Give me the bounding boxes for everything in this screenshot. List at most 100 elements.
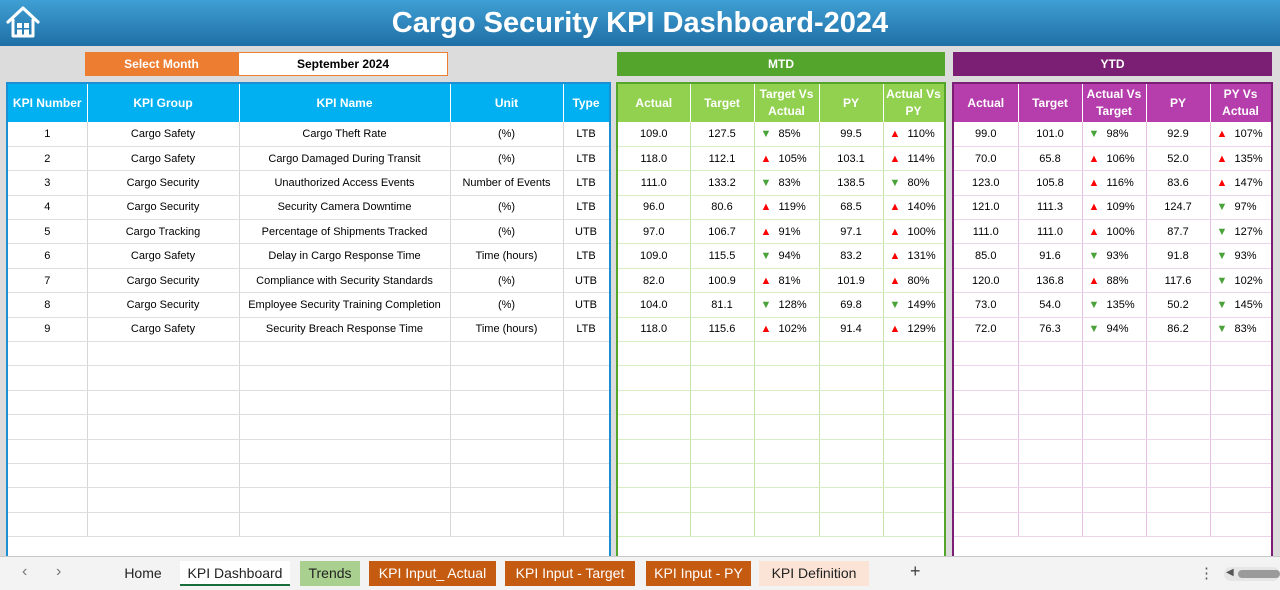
- prev-sheet-arrow-icon[interactable]: ‹: [22, 563, 28, 580]
- tab-home[interactable]: Home: [124, 565, 162, 581]
- table-row: [8, 365, 609, 391]
- mtd-actual-vs-py-cell: ▲ 140%: [883, 195, 944, 221]
- empty-cell: [1210, 487, 1271, 513]
- kpi-number-cell: 6: [8, 243, 88, 269]
- type-cell: LTB: [563, 243, 609, 269]
- empty-cell: [563, 439, 609, 464]
- ytd-py-cell: 117.6: [1146, 268, 1211, 294]
- mtd-actual-vs-py-cell-value: 80%: [907, 274, 930, 287]
- type-cell: LTB: [563, 170, 609, 196]
- mtd-py-cell: 69.8: [819, 292, 884, 318]
- ytd-target-cell: 54.0: [1018, 292, 1083, 318]
- scrollbar-thumb[interactable]: [1238, 570, 1280, 578]
- tab-kpi-definition[interactable]: KPI Definition: [759, 561, 869, 586]
- empty-cell: [87, 414, 240, 440]
- mtd-header-actual-vs-py: Actual Vs PY: [883, 84, 944, 122]
- home-icon[interactable]: [5, 4, 41, 40]
- ytd-actual-vs-target-cell: ▼ 98%: [1082, 122, 1147, 147]
- arrow-up-icon: ▲: [1088, 176, 1100, 189]
- table-row: [8, 463, 609, 489]
- table-row: 73.0 54.0 ▼ 135% 50.2 ▼ 145%: [954, 292, 1271, 318]
- tab-kpi-input-actual[interactable]: KPI Input_ Actual: [369, 561, 496, 586]
- ytd-py-vs-actual-cell-value: 83%: [1234, 323, 1257, 336]
- mtd-actual-vs-py-cell: ▲ 100%: [883, 219, 944, 245]
- type-cell: LTB: [563, 146, 609, 172]
- empty-cell: [1146, 439, 1211, 464]
- ytd-py-vs-actual-cell: ▲ 107%: [1210, 122, 1271, 147]
- scroll-left-arrow-icon[interactable]: ◀: [1226, 567, 1234, 578]
- arrow-down-icon: ▼: [1216, 225, 1228, 238]
- table-row: [954, 463, 1271, 489]
- empty-cell: [754, 463, 820, 489]
- empty-cell: [1082, 365, 1147, 391]
- arrow-up-icon: ▲: [889, 250, 901, 263]
- ytd-actual-vs-target-cell: ▼ 135%: [1082, 292, 1147, 318]
- table-row: [954, 341, 1271, 367]
- empty-cell: [450, 414, 564, 440]
- more-options-icon[interactable]: ⋮: [1199, 565, 1214, 582]
- mtd-actual-cell: 96.0: [618, 195, 691, 221]
- empty-cell: [954, 365, 1019, 391]
- empty-cell: [8, 463, 88, 489]
- arrow-down-icon: ▼: [1216, 274, 1228, 287]
- mtd-actual-vs-py-cell-value: 114%: [907, 152, 935, 165]
- empty-cell: [883, 439, 944, 464]
- table-row: 6 Cargo Safety Delay in Cargo Response Tim…: [8, 243, 609, 269]
- table-row: [618, 439, 944, 464]
- ytd-py-vs-actual-cell-value: 93%: [1234, 250, 1257, 263]
- empty-cell: [1018, 439, 1083, 464]
- empty-cell: [819, 365, 884, 391]
- mtd-target-vs-actual-cell-value: 85%: [778, 127, 801, 140]
- empty-cell: [1146, 414, 1211, 440]
- next-sheet-arrow-icon[interactable]: ›: [56, 563, 62, 580]
- empty-cell: [954, 512, 1019, 538]
- unit-cell: (%): [450, 146, 564, 172]
- mtd-target-vs-actual-cell: ▲ 119%: [754, 195, 820, 221]
- horizontal-scrollbar[interactable]: ◀: [1224, 567, 1280, 581]
- table-row: 82.0 100.9 ▲ 81% 101.9 ▲ 80%: [618, 268, 944, 294]
- table-row: [618, 487, 944, 513]
- table-row: [954, 512, 1271, 538]
- arrow-down-icon: ▼: [1088, 127, 1100, 140]
- kpi-name-cell: Delay in Cargo Response Time: [239, 243, 451, 269]
- empty-cell: [1082, 512, 1147, 538]
- table-row: 118.0 115.6 ▲ 102% 91.4 ▲ 129%: [618, 317, 944, 343]
- empty-cell: [754, 365, 820, 391]
- empty-cell: [563, 390, 609, 416]
- select-month-dropdown[interactable]: September 2024: [238, 52, 448, 76]
- tab-kpi-input-py[interactable]: KPI Input - PY: [646, 561, 751, 586]
- ytd-actual-cell: 99.0: [954, 122, 1019, 147]
- table-row: [954, 439, 1271, 464]
- arrow-down-icon: ▼: [1088, 250, 1100, 263]
- mtd-actual-cell: 118.0: [618, 317, 691, 343]
- kpi-name-cell: Cargo Damaged During Transit: [239, 146, 451, 172]
- add-sheet-plus-icon[interactable]: +: [910, 561, 921, 581]
- mtd-actual-vs-py-cell: ▼ 149%: [883, 292, 944, 318]
- tab-kpi-dashboard[interactable]: KPI Dashboard: [180, 561, 290, 586]
- tab-kpi-input-target[interactable]: KPI Input - Target: [505, 561, 635, 586]
- mtd-actual-vs-py-cell-value: 149%: [907, 298, 936, 311]
- ytd-target-cell: 136.8: [1018, 268, 1083, 294]
- mtd-target-vs-actual-cell-value: 105%: [778, 152, 807, 165]
- tab-trends[interactable]: Trends: [300, 561, 360, 586]
- ytd-py-cell: 87.7: [1146, 219, 1211, 245]
- empty-cell: [1082, 390, 1147, 416]
- empty-cell: [754, 341, 820, 367]
- kpi-info-panel: KPI Number KPI Group KPI Name Unit Type …: [6, 82, 611, 560]
- table-row: [618, 341, 944, 367]
- mtd-section-header: MTD: [617, 52, 945, 76]
- ytd-actual-vs-target-cell: ▲ 88%: [1082, 268, 1147, 294]
- table-row: 9 Cargo Safety Security Breach Response Ti…: [8, 317, 609, 343]
- empty-cell: [87, 439, 240, 464]
- ytd-target-cell: 111.0: [1018, 219, 1083, 245]
- empty-cell: [87, 512, 240, 538]
- table-row: 72.0 76.3 ▼ 94% 86.2 ▼ 83%: [954, 317, 1271, 343]
- empty-cell: [1018, 487, 1083, 513]
- mtd-header-actual: Actual: [618, 84, 691, 122]
- empty-cell: [954, 439, 1019, 464]
- empty-cell: [563, 512, 609, 538]
- empty-cell: [883, 390, 944, 416]
- empty-cell: [690, 365, 755, 391]
- table-row: [618, 414, 944, 440]
